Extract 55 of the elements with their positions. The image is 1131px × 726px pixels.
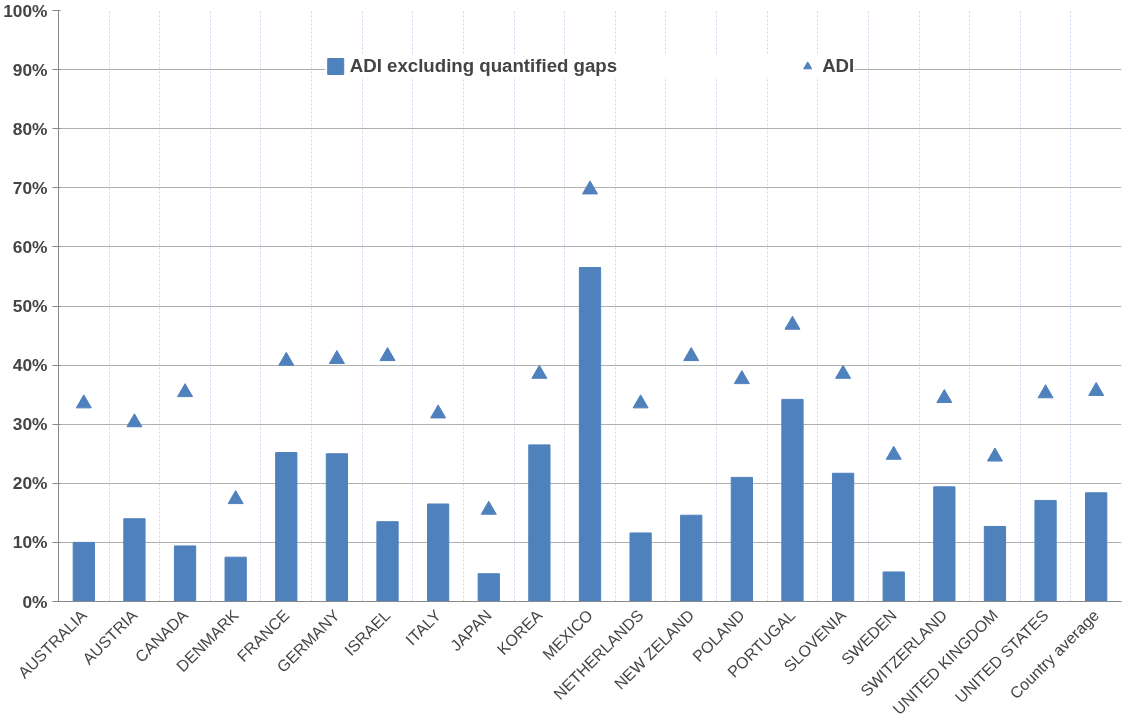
point	[430, 404, 447, 419]
y-tick-label: 70%	[12, 177, 48, 198]
bar	[933, 486, 956, 602]
bar	[781, 398, 804, 602]
bar	[477, 573, 500, 602]
point	[733, 370, 750, 385]
y-tick-label: 40%	[12, 355, 48, 376]
y-tick-label: 50%	[12, 296, 48, 316]
legend-label: ADI excluding quantified gaps	[349, 55, 618, 77]
point	[582, 180, 598, 195]
point	[177, 383, 194, 398]
y-tick-label: 60%	[12, 236, 48, 257]
bar	[325, 453, 349, 602]
point	[328, 350, 345, 365]
bar	[427, 503, 450, 602]
bar	[173, 545, 197, 602]
y-tick-label: 100%	[3, 0, 48, 21]
bar	[629, 532, 652, 602]
bar	[1034, 499, 1057, 602]
point	[480, 500, 497, 515]
point	[986, 447, 1003, 462]
y-tick-label: 80%	[12, 118, 48, 139]
bar	[983, 525, 1007, 602]
bar	[831, 472, 855, 602]
y-tick-label: 0%	[22, 591, 48, 612]
bar	[1085, 492, 1108, 602]
point	[936, 389, 953, 404]
bar	[376, 521, 399, 602]
point	[885, 445, 902, 460]
y-tick-label: 90%	[12, 59, 48, 80]
point	[227, 490, 244, 505]
point	[379, 347, 396, 362]
point	[126, 413, 143, 428]
y-tick-label: 20%	[12, 473, 48, 494]
bar	[578, 267, 602, 602]
point	[75, 394, 92, 409]
bar	[123, 518, 146, 602]
point	[531, 364, 548, 379]
y-tick-label: 10%	[12, 532, 48, 553]
y-tick-label: 30%	[12, 414, 48, 435]
bar	[275, 452, 298, 602]
point	[1088, 381, 1105, 396]
point	[1037, 384, 1054, 399]
bar	[224, 556, 247, 602]
point	[278, 351, 295, 366]
point	[784, 315, 801, 330]
bar	[72, 541, 95, 602]
bar	[882, 571, 905, 602]
bar	[528, 444, 551, 602]
point	[632, 394, 649, 409]
point	[835, 364, 852, 379]
bar	[730, 476, 753, 602]
bar	[680, 514, 703, 602]
point	[683, 347, 700, 362]
legend-label: ADI	[822, 55, 855, 77]
